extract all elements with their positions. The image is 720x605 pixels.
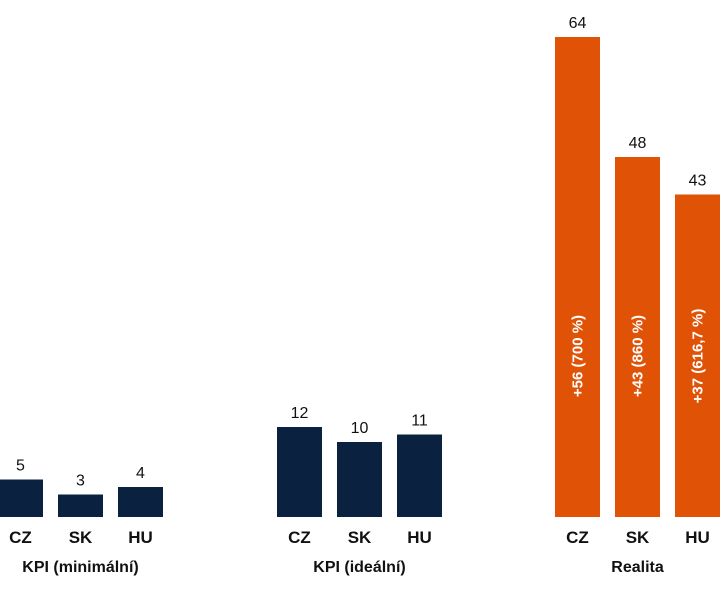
bar-cz [277, 427, 322, 517]
bar-sk [615, 157, 660, 517]
group-label: KPI (ideální) [313, 559, 405, 576]
bar-hu [675, 194, 720, 517]
group-label: KPI (minimální) [22, 559, 138, 576]
data-label: 43 [689, 173, 707, 190]
x-tick-label: HU [407, 528, 432, 547]
data-label: 11 [411, 413, 428, 430]
x-tick-label: CZ [288, 528, 311, 547]
bar-cz [0, 479, 43, 517]
bar-inner-label: +56 (700 %) [570, 315, 587, 397]
data-label: 12 [291, 405, 309, 422]
data-label: 5 [16, 458, 25, 475]
bar-hu [397, 434, 442, 517]
data-label: 3 [76, 473, 85, 490]
x-tick-label: HU [128, 528, 153, 547]
data-label: 10 [351, 420, 369, 437]
x-tick-label: SK [348, 528, 372, 547]
bar-cz [555, 37, 600, 517]
x-tick-label: SK [69, 528, 93, 547]
bar-sk [58, 494, 103, 517]
chart-group-3: 64 CZ +56 (700 %) 48 SK +43 (860 %) 43 HU +37 (6… [555, 15, 720, 576]
x-tick-label: CZ [9, 528, 32, 547]
x-tick-label: HU [685, 528, 710, 547]
x-tick-label: CZ [566, 528, 589, 547]
group-label: Realita [611, 559, 664, 576]
data-label: 48 [629, 135, 647, 152]
chart-group-1: 5 CZ 3 SK 4 HU KPI (minimální) [0, 458, 163, 576]
data-label: 4 [136, 465, 145, 482]
x-tick-label: SK [626, 528, 650, 547]
bar-inner-label: +37 (616,7 %) [690, 309, 707, 404]
bar-inner-label: +43 (860 %) [630, 315, 647, 397]
bar-sk [337, 442, 382, 517]
data-label: 64 [569, 15, 587, 32]
bar-hu [118, 487, 163, 517]
